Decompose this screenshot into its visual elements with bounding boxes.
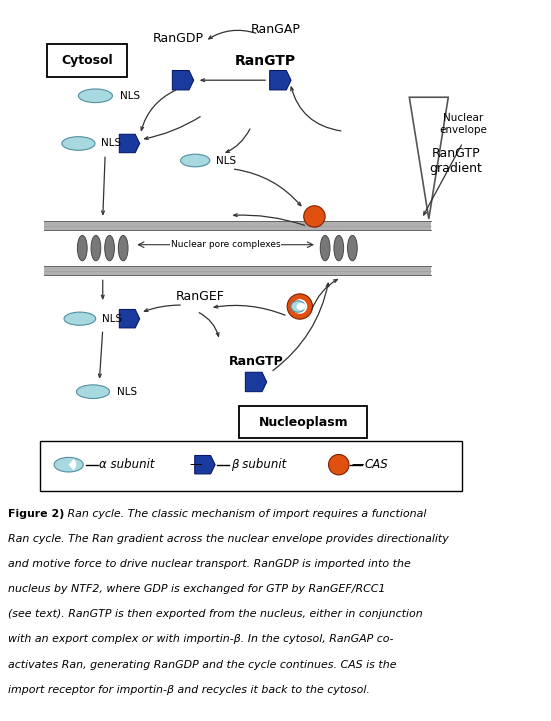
Ellipse shape [291, 301, 305, 312]
Ellipse shape [348, 236, 357, 261]
Ellipse shape [77, 385, 110, 399]
Bar [44, 266, 431, 275]
Text: Ran cycle. The Ran gradient across the nuclear envelope provides directionality: Ran cycle. The Ran gradient across the n… [8, 534, 449, 544]
Circle shape [304, 205, 325, 227]
Text: RanGEF: RanGEF [176, 291, 224, 304]
Bar [44, 221, 431, 230]
FancyBboxPatch shape [47, 44, 127, 77]
Polygon shape [119, 134, 140, 153]
Text: activates Ran, generating RanGDP and the cycle continues. CAS is the: activates Ran, generating RanGDP and the… [8, 660, 397, 670]
Ellipse shape [78, 89, 112, 102]
Circle shape [328, 454, 349, 475]
Text: —: — [351, 458, 364, 472]
Text: and motive force to drive nuclear transport. RanGDP is imported into the: and motive force to drive nuclear transp… [8, 559, 411, 569]
Polygon shape [119, 309, 140, 328]
Wedge shape [69, 459, 76, 471]
Ellipse shape [78, 236, 87, 261]
Text: RanGTP: RanGTP [235, 54, 296, 68]
Circle shape [287, 294, 312, 319]
Ellipse shape [296, 303, 305, 310]
Text: CAS: CAS [364, 458, 388, 472]
Text: Nuclear
envelope: Nuclear envelope [439, 113, 487, 135]
Ellipse shape [91, 236, 101, 261]
Ellipse shape [64, 312, 96, 325]
Text: Ran cycle. The classic mechanism of import requires a functional: Ran cycle. The classic mechanism of impo… [63, 509, 426, 519]
Text: Nuclear pore complexes: Nuclear pore complexes [171, 240, 280, 249]
Text: NLS: NLS [101, 138, 121, 149]
Text: (see text). RanGTP is then exported from the nucleus, either in conjunction: (see text). RanGTP is then exported from… [8, 609, 423, 619]
Text: β subunit: β subunit [231, 458, 286, 472]
Text: with an export complex or with importin-β. In the cytosol, RanGAP co-: with an export complex or with importin-… [8, 634, 394, 645]
Text: NLS: NLS [120, 91, 140, 101]
Text: import receptor for importin-β and recycles it back to the cytosol.: import receptor for importin-β and recyc… [8, 685, 370, 694]
FancyBboxPatch shape [40, 441, 462, 491]
Ellipse shape [320, 236, 330, 261]
Text: RanGAP: RanGAP [251, 22, 300, 35]
Ellipse shape [181, 154, 210, 167]
Text: RanGTP
gradient: RanGTP gradient [429, 146, 482, 174]
Ellipse shape [105, 236, 115, 261]
Text: RanGDP: RanGDP [153, 32, 204, 45]
FancyBboxPatch shape [240, 407, 368, 438]
Polygon shape [195, 456, 215, 474]
Polygon shape [269, 71, 291, 90]
Ellipse shape [334, 236, 344, 261]
Text: NLS: NLS [102, 314, 122, 324]
Ellipse shape [54, 457, 83, 472]
Text: α subunit: α subunit [99, 458, 155, 472]
Polygon shape [172, 71, 194, 90]
Ellipse shape [62, 137, 95, 150]
Text: NLS: NLS [117, 386, 137, 397]
Text: nucleus by NTF2, where GDP is exchanged for GTP by RanGEF/RCC1: nucleus by NTF2, where GDP is exchanged … [8, 584, 386, 594]
Polygon shape [409, 97, 449, 219]
Polygon shape [245, 372, 267, 392]
Text: NLS: NLS [216, 156, 236, 166]
Text: Figure 2): Figure 2) [8, 509, 64, 519]
Text: Nucleoplasm: Nucleoplasm [258, 416, 348, 429]
Text: Cytosol: Cytosol [61, 54, 113, 67]
Ellipse shape [118, 236, 128, 261]
Circle shape [293, 299, 307, 314]
Text: —: — [189, 458, 202, 472]
Text: RanGTP: RanGTP [229, 355, 283, 368]
